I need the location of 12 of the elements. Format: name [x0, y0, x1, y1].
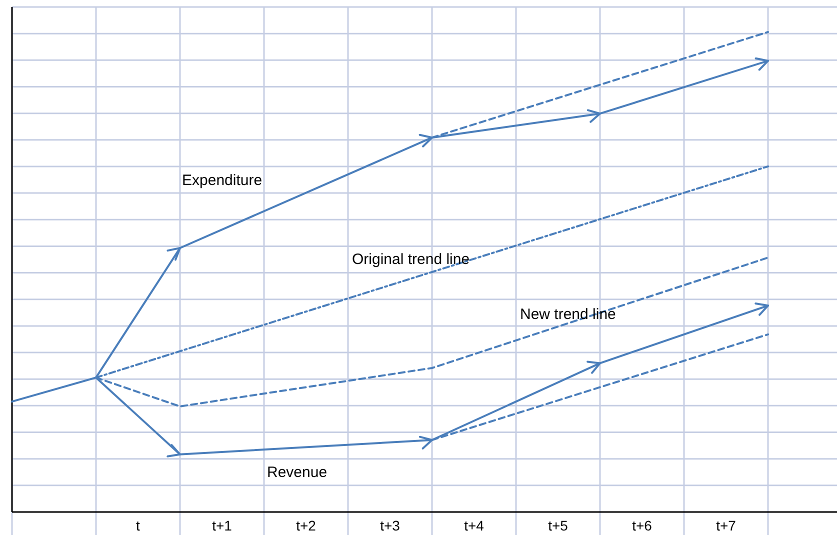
series-label: Original trend line [352, 250, 470, 268]
x-tick-label: t+4 [464, 518, 484, 534]
series-label: Revenue [267, 464, 328, 482]
x-tick-label: t+5 [548, 518, 568, 534]
series-label: New trend line [520, 306, 616, 323]
x-tick-label: t+3 [380, 518, 400, 534]
x-tick-label: t+2 [296, 518, 316, 534]
series-label: Expenditure [182, 172, 262, 189]
x-tick-label: t+7 [716, 518, 736, 534]
x-tick-label: t+1 [212, 518, 232, 534]
x-tick-label: t+6 [632, 518, 652, 534]
x-tick-label: t [136, 518, 140, 534]
